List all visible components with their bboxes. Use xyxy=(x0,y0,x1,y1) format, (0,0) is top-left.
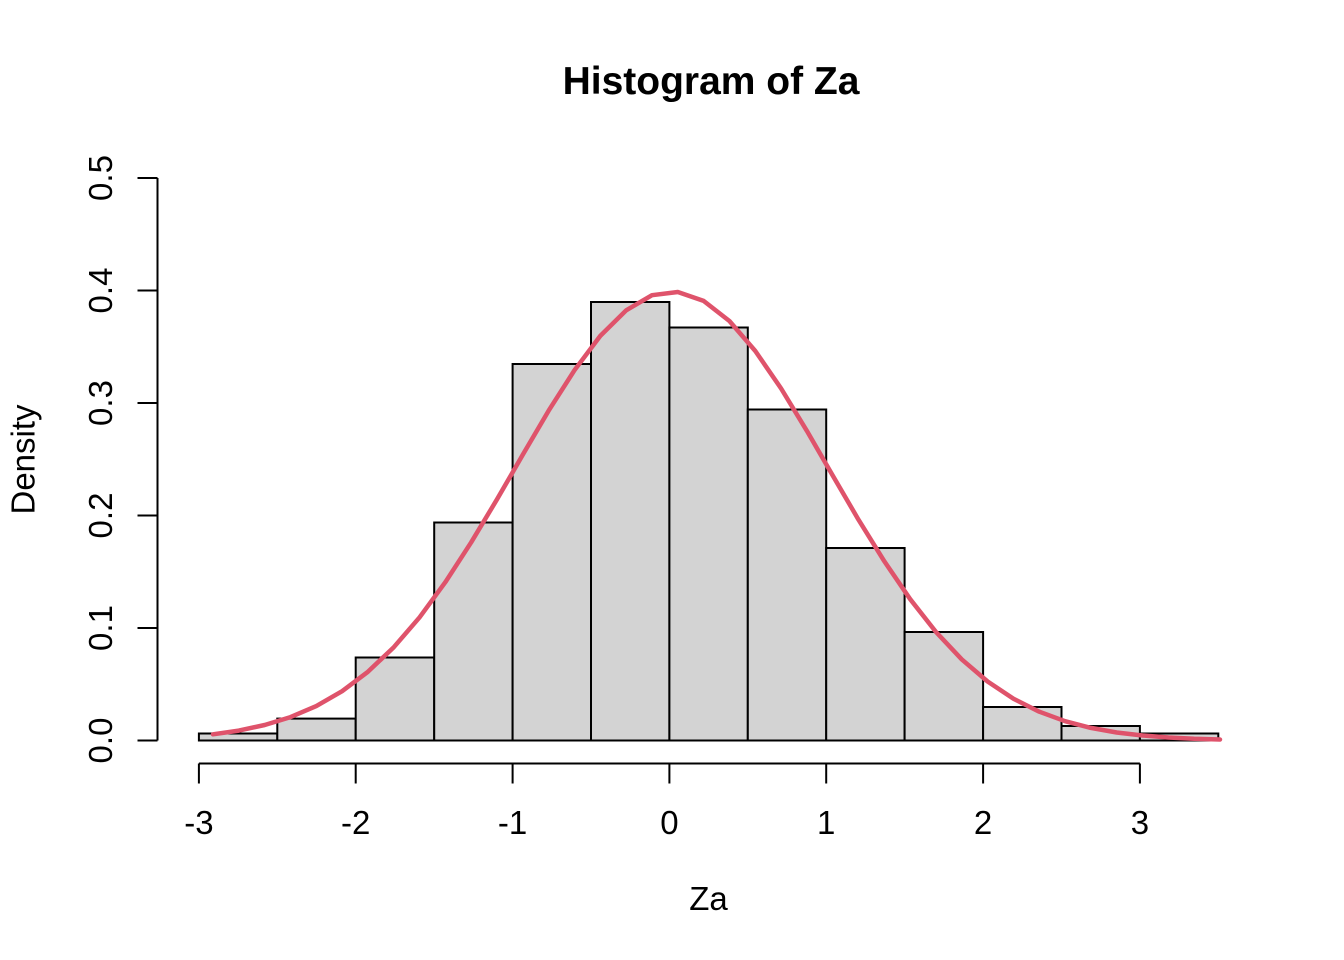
svg-text:0.0: 0.0 xyxy=(82,718,119,764)
svg-text:3: 3 xyxy=(1131,804,1149,841)
svg-text:1: 1 xyxy=(817,804,835,841)
svg-text:0.5: 0.5 xyxy=(82,155,119,201)
svg-text:0: 0 xyxy=(660,804,678,841)
svg-text:0.4: 0.4 xyxy=(82,268,119,314)
svg-text:-2: -2 xyxy=(341,804,370,841)
svg-text:-3: -3 xyxy=(184,804,213,841)
svg-text:0.3: 0.3 xyxy=(82,380,119,426)
svg-text:0.2: 0.2 xyxy=(82,493,119,539)
svg-text:-1: -1 xyxy=(498,804,527,841)
svg-text:Histogram of Za: Histogram of Za xyxy=(563,60,860,103)
svg-text:0.1: 0.1 xyxy=(82,605,119,651)
svg-text:Za: Za xyxy=(689,880,728,917)
svg-text:Density: Density xyxy=(5,404,42,515)
svg-text:2: 2 xyxy=(974,804,992,841)
